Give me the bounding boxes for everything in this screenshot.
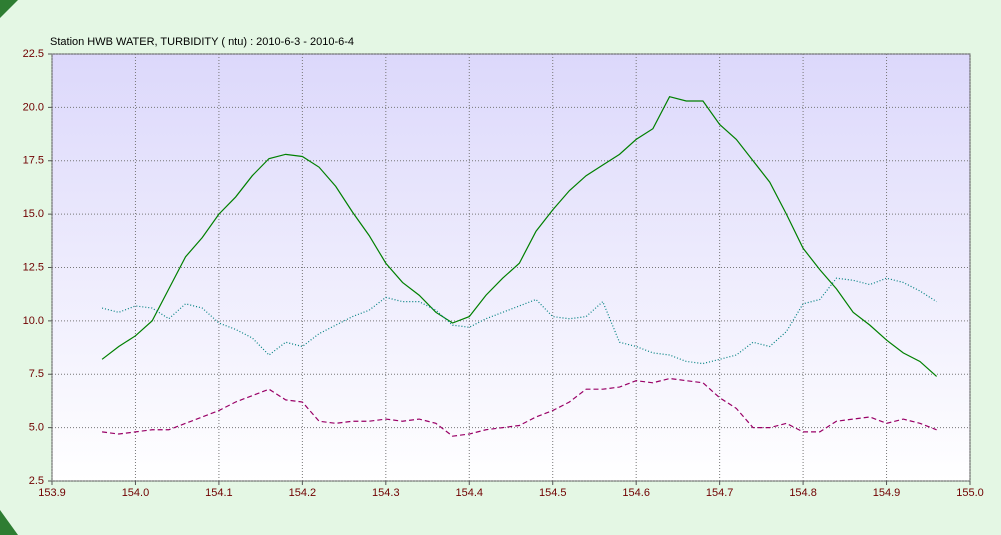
chart-title: Station HWB WATER, TURBIDITY ( ntu) : 20… [50,36,354,48]
x-tick-label: 154.8 [789,487,817,499]
y-tick-label: 20.0 [23,101,44,113]
y-tick-label: 22.5 [23,48,44,60]
x-tick-label: 153.9 [38,487,66,499]
data-line [101,377,937,437]
x-tick-label: 154.5 [539,487,567,499]
data-line [101,96,938,377]
x-tick-label: 154.4 [456,487,484,499]
y-tick-label: 12.5 [23,261,44,273]
corner [0,0,18,18]
x-tick-label: 154.1 [205,487,233,499]
y-tick-label: 5.0 [29,422,44,434]
y-tick-label: 2.5 [29,475,44,487]
x-tick-label: 154.6 [622,487,650,499]
x-tick-label: 154.7 [706,487,734,499]
y-tick-label: 15.0 [23,208,44,220]
y-tick-label: 17.5 [23,155,44,167]
x-tick-label: 155.0 [956,487,984,499]
x-tick-label: 154.2 [289,487,317,499]
x-tick-label: 154.3 [372,487,400,499]
x-tick-label: 154.0 [122,487,150,499]
y-tick-label: 7.5 [29,368,44,380]
y-tick-label: 10.0 [23,315,44,327]
x-tick-label: 154.9 [873,487,901,499]
corner [0,510,18,535]
